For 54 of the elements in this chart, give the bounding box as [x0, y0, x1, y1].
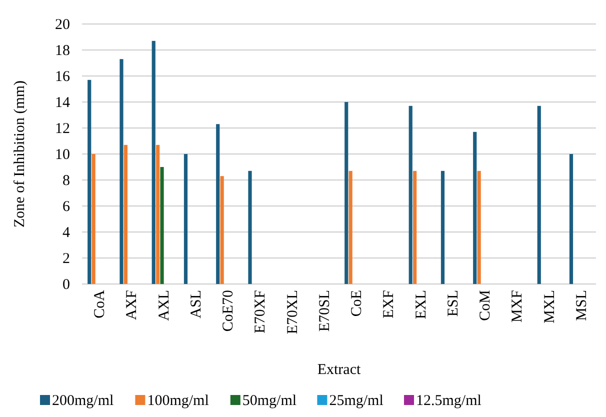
x-tick-label: EXL: [413, 290, 430, 320]
bar: [124, 144, 128, 284]
x-tick-label: CoE: [349, 290, 366, 317]
bar: [120, 59, 124, 284]
bar: [92, 154, 96, 284]
x-tick-label: MXF: [510, 290, 526, 323]
y-tick-label: 12: [55, 121, 70, 137]
bar: [473, 132, 477, 284]
x-tick-label: E70XL: [284, 290, 301, 334]
x-tick-label: ESL: [445, 290, 462, 317]
y-tick-label: 2: [62, 251, 70, 267]
legend-label: 12.5mg/ml: [416, 393, 482, 409]
legend-label: 50mg/ml: [242, 393, 297, 409]
x-tick-label: E70SL: [316, 290, 333, 332]
x-axis-title: Extract: [317, 362, 362, 378]
bar: [160, 167, 164, 284]
x-tick-label: MSL: [574, 290, 590, 321]
bar: [152, 40, 156, 284]
bar: [537, 106, 541, 284]
bar: [569, 154, 574, 284]
x-tick-label: CoE70: [220, 290, 237, 332]
bar: [184, 154, 188, 284]
bar: [413, 170, 417, 284]
y-axis-title: Zone of Inhibition (mm): [12, 80, 28, 228]
bar: [88, 80, 92, 284]
bar: [220, 176, 224, 284]
y-tick-label: 16: [55, 69, 70, 85]
x-tick-label: E70XF: [252, 290, 269, 334]
bar: [156, 144, 160, 284]
bar: [248, 170, 252, 284]
bar: [344, 102, 348, 284]
bar: [440, 170, 445, 284]
y-tick-label: 8: [62, 173, 70, 189]
y-tick-label: 20: [55, 17, 70, 33]
y-tick-label: 0: [62, 277, 70, 293]
x-tick-label: AXL: [156, 290, 172, 321]
bar: [408, 106, 412, 284]
y-tick-label: 10: [55, 147, 70, 163]
x-tick-label: AXF: [124, 290, 140, 320]
y-tick-label: 4: [62, 225, 70, 241]
legend-label: 25mg/ml: [329, 393, 384, 409]
legend-label: 100mg/ml: [147, 393, 209, 409]
y-tick-label: 14: [55, 95, 70, 111]
x-tick-label: ASL: [188, 290, 204, 318]
y-tick-label: 6: [62, 199, 70, 215]
bar: [477, 170, 481, 284]
bar: [216, 124, 220, 284]
x-tick-label: CoM: [478, 290, 494, 321]
legend-label: 200mg/ml: [52, 393, 114, 409]
bar: [348, 170, 352, 284]
x-tick-label: CoA: [92, 290, 108, 318]
x-tick-label: MXL: [542, 290, 558, 324]
y-tick-label: 18: [55, 43, 70, 59]
x-tick-label: EXF: [381, 290, 398, 318]
